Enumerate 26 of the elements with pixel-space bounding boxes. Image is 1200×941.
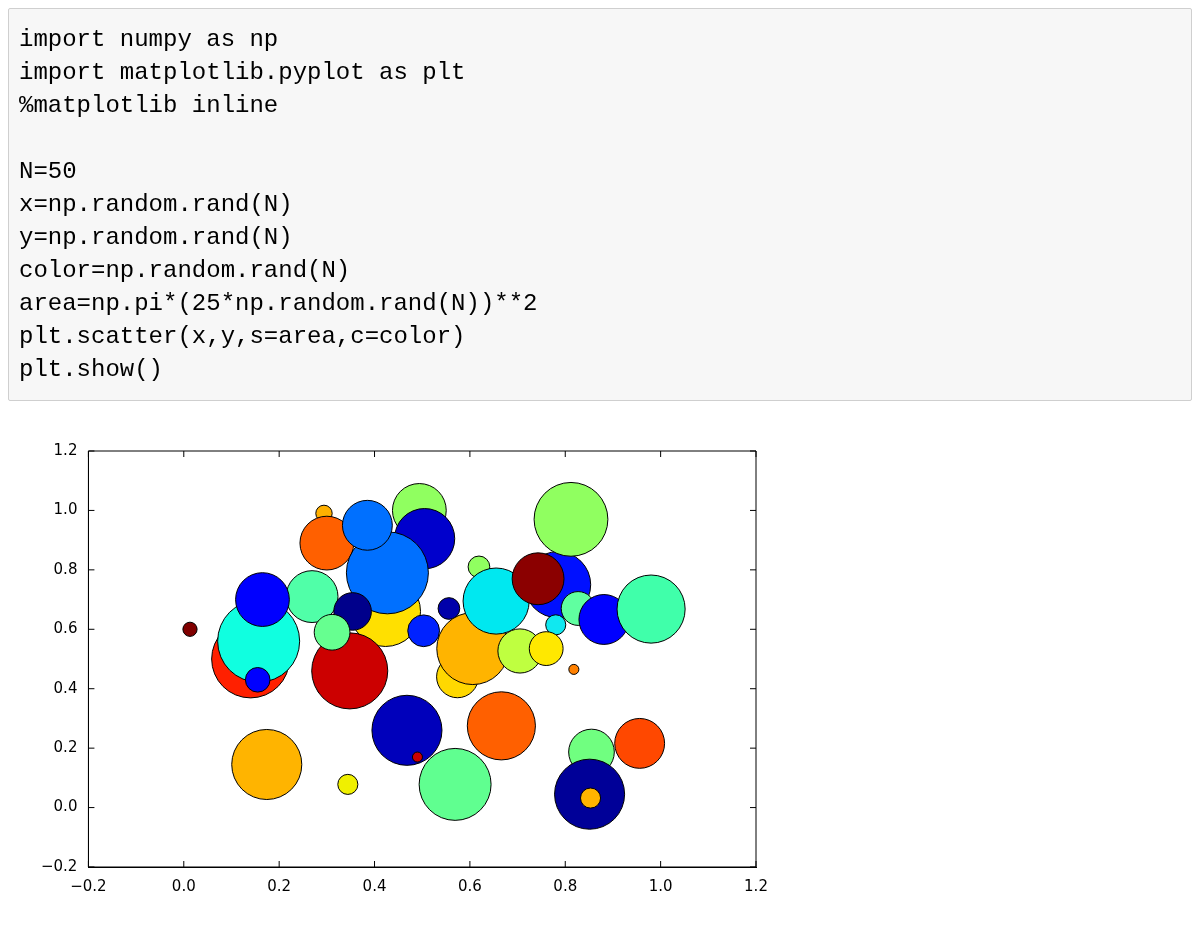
y-tick-label: 0.0 <box>53 797 78 816</box>
y-tick-label: −0.2 <box>40 856 78 875</box>
text: N=50 <box>19 157 78 187</box>
y-tick-label: 0.6 <box>53 619 78 638</box>
text: %matplotlib inline <box>19 91 280 121</box>
y-tick-label: 0.8 <box>53 559 78 578</box>
x-tick-label: 0.8 <box>553 876 578 895</box>
text: import numpy as np <box>19 25 280 55</box>
text: x=np.random.rand(N) <box>19 190 294 220</box>
x-tick-label: 0.0 <box>171 876 196 895</box>
text: plt.scatter(x,y,s=area,c=color) <box>19 322 467 352</box>
y-tick-label: 0.2 <box>53 738 78 757</box>
text: color=np.random.rand(N) <box>19 256 352 286</box>
x-tick-label: 1.2 <box>744 876 768 895</box>
x-tick-label: 1.0 <box>648 876 673 895</box>
y-tick-label: 1.0 <box>53 500 78 519</box>
x-tick-label: 0.2 <box>267 876 292 895</box>
y-tick-label: 1.2 <box>53 440 78 459</box>
text: area=np.pi*(25*np.random.rand(N))**2 <box>19 289 539 319</box>
text: y=np.random.rand(N) <box>19 223 294 253</box>
x-tick-label: 0.4 <box>362 876 387 895</box>
y-tick-label: 0.4 <box>53 678 78 697</box>
x-tick-label: 0.6 <box>457 876 482 895</box>
text: plt.show() <box>19 355 165 385</box>
text: import matplotlib.pyplot as plt <box>19 58 467 88</box>
x-tick-label: −0.2 <box>70 876 107 895</box>
